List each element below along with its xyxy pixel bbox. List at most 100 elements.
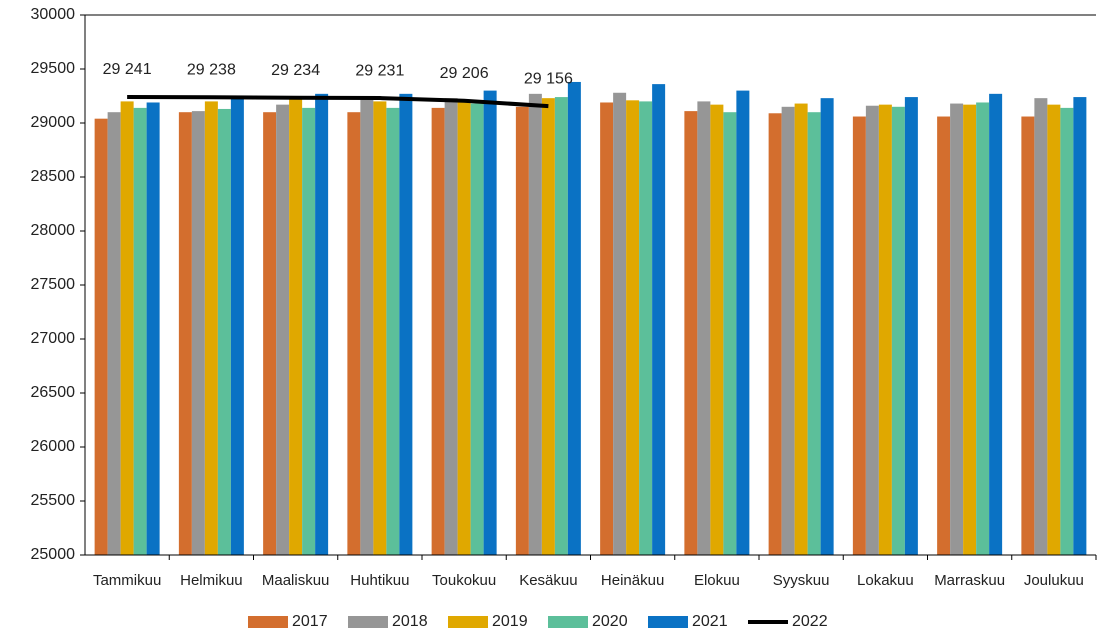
bar	[515, 106, 529, 556]
bar	[600, 102, 614, 555]
bar	[723, 112, 737, 555]
x-tick-label: Kesäkuu	[519, 572, 577, 589]
bar	[963, 104, 977, 555]
line	[127, 94, 549, 109]
bar	[781, 106, 795, 556]
y-tick-label: 27000	[31, 330, 76, 347]
legend-swatch	[648, 616, 688, 628]
bar	[263, 112, 277, 555]
bar	[470, 103, 484, 555]
bar	[976, 102, 990, 555]
y-tick-label: 30000	[31, 6, 76, 23]
bar	[1047, 104, 1061, 555]
data-label: 29 238	[187, 62, 236, 79]
bar	[626, 100, 640, 555]
x-tick-label: Tammikuu	[93, 572, 161, 589]
bar	[120, 101, 134, 556]
data-label: 29 206	[440, 65, 489, 82]
y-tick-label: 27500	[31, 276, 76, 293]
bar	[146, 102, 160, 555]
bar	[133, 107, 147, 555]
x-tick-label: Heinäkuu	[601, 572, 664, 589]
bar	[230, 98, 244, 555]
bar	[276, 104, 290, 555]
bar	[697, 101, 711, 556]
bar	[541, 98, 555, 555]
y-tick-label: 28500	[31, 168, 76, 185]
bar	[684, 111, 698, 556]
bar	[904, 97, 918, 555]
y-tick-label: 29500	[31, 60, 76, 77]
bar	[652, 84, 666, 556]
bar	[768, 113, 782, 555]
bar	[710, 104, 724, 555]
x-tick-label: Elokuu	[694, 572, 740, 589]
x-tick-label: Huhtikuu	[350, 572, 409, 589]
x-tick-label: Syyskuu	[773, 572, 830, 589]
bar	[457, 101, 471, 556]
x-tick-label: Helmikuu	[180, 572, 243, 589]
y-tick-label: 25500	[31, 492, 76, 509]
bar	[204, 101, 218, 556]
legend-label: 2020	[592, 613, 628, 630]
bar	[878, 104, 892, 555]
legend-swatch	[348, 616, 388, 628]
legend-label: 2022	[792, 613, 828, 630]
bar	[483, 90, 497, 555]
y-tick-label: 26500	[31, 384, 76, 401]
bar	[736, 90, 750, 555]
bar	[852, 116, 866, 556]
bar	[315, 93, 329, 555]
bar	[178, 112, 192, 555]
bar	[217, 108, 231, 556]
bar	[1021, 116, 1035, 556]
bar	[950, 103, 964, 555]
bar	[820, 98, 834, 555]
legend-swatch	[448, 616, 488, 628]
bar	[360, 98, 374, 555]
bar	[94, 118, 108, 556]
bar	[807, 112, 821, 555]
bar	[444, 98, 458, 555]
data-label: 29 156	[524, 70, 573, 87]
x-tick-label: Maaliskuu	[262, 572, 330, 589]
bar	[554, 97, 568, 555]
bar	[1060, 107, 1074, 555]
bar	[613, 92, 627, 555]
bar	[567, 81, 581, 556]
bar	[989, 93, 1003, 555]
x-tick-label: Joulukuu	[1024, 572, 1084, 589]
legend-label: 2017	[292, 613, 328, 630]
bar	[347, 112, 361, 555]
x-tick-label: Toukokuu	[432, 572, 496, 589]
bar	[891, 106, 905, 556]
bar	[399, 93, 413, 555]
bar	[431, 107, 445, 555]
bar	[794, 103, 808, 555]
x-tick-label: Marraskuu	[934, 572, 1005, 589]
data-label: 29 234	[271, 62, 320, 79]
bar	[937, 116, 951, 556]
legend-swatch	[248, 616, 288, 628]
bar	[289, 98, 303, 555]
y-tick-label: 26000	[31, 438, 76, 455]
y-tick-label: 28000	[31, 222, 76, 239]
data-label: 29 241	[103, 61, 152, 78]
legend-label: 2019	[492, 613, 528, 630]
bar	[528, 93, 542, 555]
y-tick-label: 25000	[31, 546, 76, 563]
bar	[1073, 97, 1087, 555]
legend-label: 2018	[392, 613, 428, 630]
legend-label: 2021	[692, 613, 728, 630]
data-label: 29 231	[355, 62, 404, 79]
y-tick-label: 29000	[31, 114, 76, 131]
legend-swatch	[548, 616, 588, 628]
bar	[107, 112, 121, 555]
bar	[1034, 98, 1048, 555]
bar	[865, 105, 879, 555]
x-tick-label: Lokakuu	[857, 572, 914, 589]
bar	[386, 107, 400, 555]
bar	[639, 101, 653, 556]
bar	[302, 107, 316, 555]
